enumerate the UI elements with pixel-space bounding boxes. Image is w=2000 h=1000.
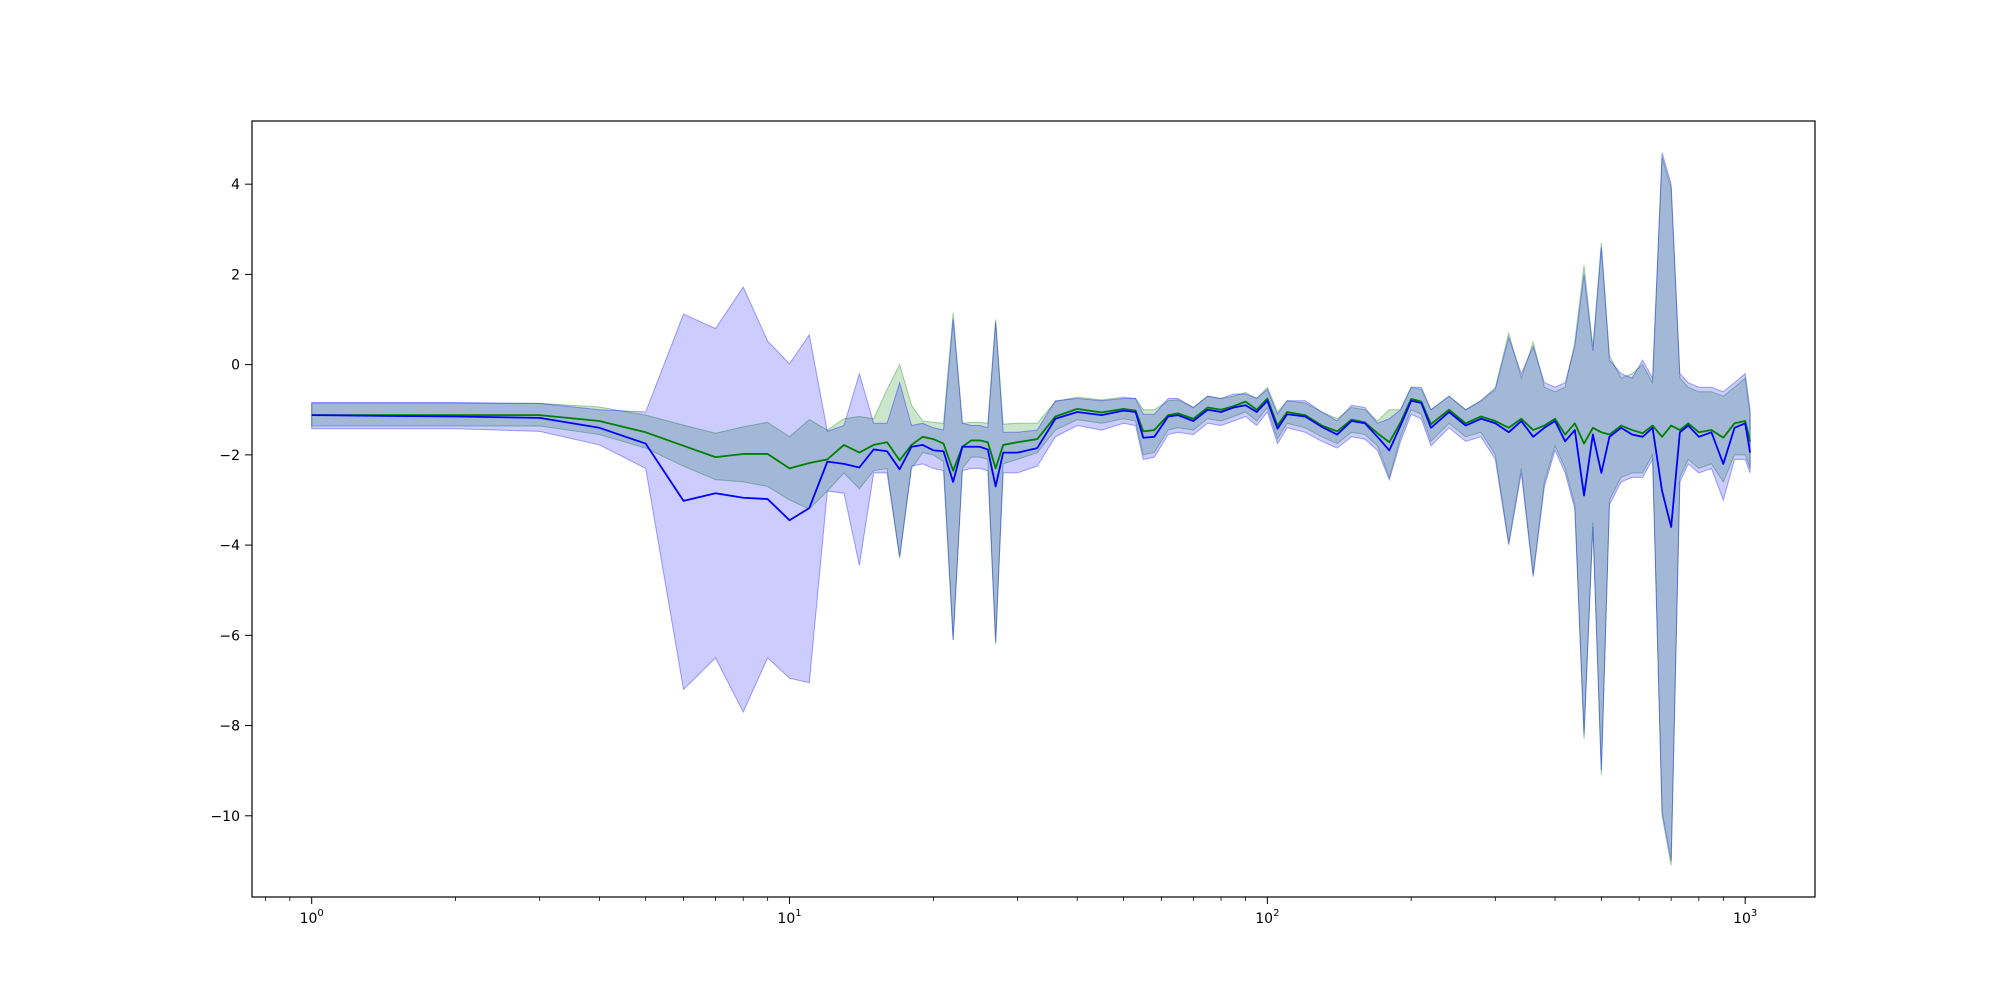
y-tick-label: −4 <box>219 538 240 554</box>
y-axis: 4 2 0 −2 −4 −6 −8 −10 <box>210 177 252 825</box>
plot-frame <box>251 120 1816 898</box>
band-series-2 <box>311 152 1751 862</box>
series-lines <box>311 397 1751 528</box>
x-tick-label: 102 <box>1255 908 1279 927</box>
line-series-1 <box>311 397 1751 472</box>
y-tick-label: −10 <box>210 809 240 825</box>
x-axis: 100 101 102 103 <box>264 897 1757 927</box>
x-tick-label: 101 <box>777 908 801 927</box>
x-tick-label: 100 <box>300 908 324 927</box>
line-series-2 <box>311 399 1751 528</box>
y-tick-label: −8 <box>219 719 240 735</box>
y-tick-label: 0 <box>231 358 240 374</box>
confidence-bands <box>311 152 1751 866</box>
y-tick-label: −2 <box>219 448 240 464</box>
x-tick-label: 103 <box>1733 908 1757 927</box>
y-tick-label: 4 <box>231 177 240 193</box>
y-tick-label: −6 <box>219 628 240 644</box>
band-series-1 <box>311 156 1751 866</box>
y-tick-label: 2 <box>231 267 240 283</box>
